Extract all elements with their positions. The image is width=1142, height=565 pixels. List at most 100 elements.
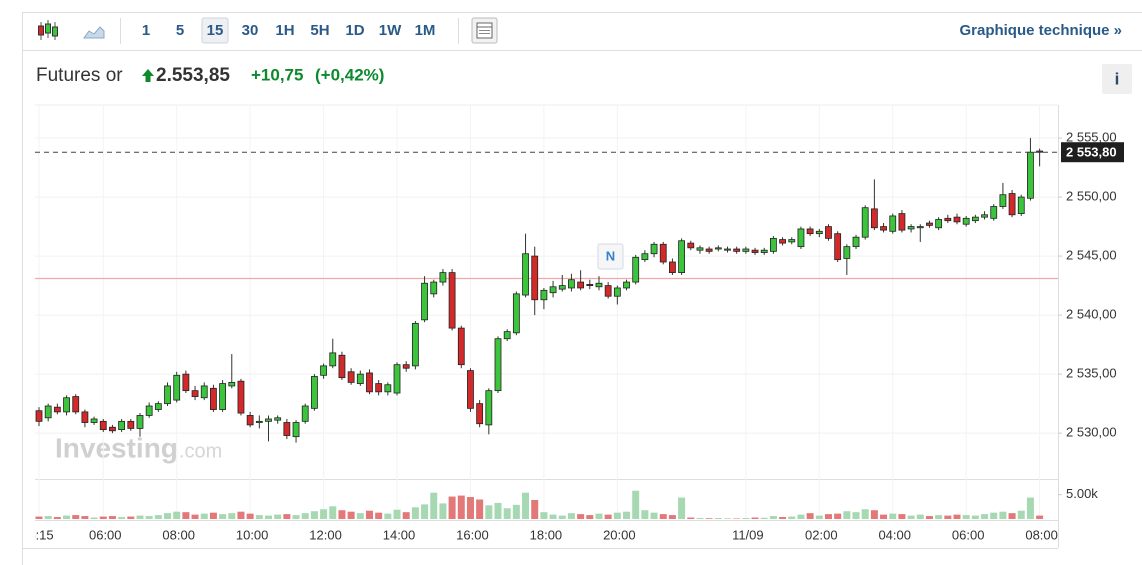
volume-bar bbox=[421, 504, 429, 519]
interval-button[interactable]: 1 bbox=[142, 22, 150, 39]
volume-bar bbox=[393, 509, 401, 519]
y-tick-label: 2 535,00 bbox=[1066, 366, 1117, 381]
table-button[interactable] bbox=[471, 17, 498, 44]
candle-body bbox=[742, 248, 750, 252]
volume-bar bbox=[320, 509, 328, 519]
volume-bar bbox=[843, 511, 851, 519]
volume-bar bbox=[329, 506, 337, 519]
volume-bar bbox=[623, 511, 631, 519]
technical-chart-link[interactable]: Graphique technique » bbox=[959, 22, 1122, 39]
volume-bar bbox=[567, 513, 575, 519]
axes: 2 530,00 2 535,00 2 540,00 2 545,00 2 550,00… bbox=[28, 129, 1124, 542]
volume-bar bbox=[274, 514, 282, 519]
candle-body bbox=[935, 219, 943, 229]
volume-bar bbox=[962, 515, 970, 519]
interval-label: 1D bbox=[345, 22, 364, 39]
candle-body bbox=[916, 226, 924, 229]
volume-bar bbox=[338, 510, 346, 519]
candle-body bbox=[788, 239, 796, 243]
candle-body bbox=[797, 228, 805, 248]
interval-label: 1 bbox=[142, 22, 150, 39]
plot: Investing .com N bbox=[35, 105, 1058, 519]
interval-button[interactable]: 1D bbox=[345, 22, 364, 39]
candle-body bbox=[770, 237, 777, 252]
volume-bar bbox=[907, 515, 915, 519]
volume-bar bbox=[466, 497, 474, 519]
candle-body bbox=[669, 261, 676, 274]
volume-bar bbox=[246, 513, 254, 519]
volume-bar bbox=[265, 515, 272, 519]
candle-body bbox=[852, 236, 860, 248]
candle-body bbox=[118, 420, 126, 431]
volume-bar bbox=[925, 516, 933, 519]
candle-body bbox=[1027, 151, 1034, 199]
candle-body bbox=[696, 247, 704, 251]
volume-bar bbox=[200, 513, 208, 519]
candle-body bbox=[310, 376, 318, 409]
candle-body bbox=[990, 206, 998, 219]
volume-bar bbox=[219, 514, 227, 519]
news-marker-label: N bbox=[606, 248, 615, 263]
volume-bar bbox=[981, 514, 989, 519]
volume-bar bbox=[549, 514, 557, 519]
volume-bar bbox=[604, 514, 612, 519]
interval-label: 1W bbox=[379, 22, 402, 39]
news-marker-box bbox=[597, 243, 624, 270]
news-marker[interactable]: N bbox=[597, 243, 624, 270]
volume-bar bbox=[999, 511, 1007, 519]
volume-bar bbox=[127, 516, 135, 519]
up-arrow bbox=[142, 69, 154, 82]
candle-body bbox=[72, 396, 80, 413]
candle-body bbox=[210, 387, 217, 410]
candle-body bbox=[659, 243, 667, 263]
interval-button[interactable]: 1W bbox=[379, 22, 402, 39]
interval-buttons: 1 5 15 30 1H 5H 1D 1W 1M bbox=[142, 17, 436, 44]
volume-bar bbox=[485, 505, 493, 519]
candle-body bbox=[613, 287, 621, 297]
candle-body bbox=[219, 383, 227, 410]
x-tick-label: 4:15 bbox=[28, 527, 53, 542]
volume-bar bbox=[1036, 515, 1044, 519]
volume-bar bbox=[613, 512, 621, 519]
candle-body bbox=[898, 213, 906, 231]
volume-bar bbox=[430, 492, 438, 519]
volume-bar bbox=[898, 514, 906, 519]
interval-button[interactable]: 1H bbox=[275, 22, 294, 39]
volume-bar bbox=[99, 516, 107, 519]
area-chart-button[interactable] bbox=[83, 26, 105, 39]
candle-body bbox=[154, 403, 162, 410]
candle-body bbox=[733, 248, 741, 252]
candle-body bbox=[109, 426, 116, 432]
candle-body bbox=[430, 281, 438, 295]
x-tick-label: 06:00 bbox=[89, 527, 122, 542]
candle-body bbox=[375, 383, 383, 393]
volume-bar bbox=[365, 510, 373, 519]
volume-bar bbox=[375, 512, 383, 519]
volume-bar bbox=[494, 502, 502, 519]
interval-button[interactable]: 15 bbox=[201, 17, 229, 44]
volume-bar bbox=[668, 515, 676, 519]
volume-bar bbox=[870, 510, 878, 519]
volume-bar bbox=[81, 516, 89, 519]
interval-button[interactable]: 5H bbox=[310, 22, 329, 39]
interval-button[interactable]: 1M bbox=[415, 22, 436, 39]
info-button[interactable]: i bbox=[1102, 64, 1132, 94]
candle-body bbox=[237, 380, 245, 414]
volume-bar bbox=[971, 515, 979, 519]
candle-body bbox=[678, 240, 685, 274]
volume-bar bbox=[53, 517, 61, 519]
volume-bar bbox=[714, 518, 722, 519]
interval-label: 5 bbox=[176, 22, 184, 39]
volume-bar bbox=[815, 515, 823, 519]
x-tick-label: 11/09 bbox=[732, 527, 764, 542]
volume-bar bbox=[63, 515, 71, 519]
interval-button[interactable]: 30 bbox=[242, 22, 259, 39]
volume-bar bbox=[632, 490, 640, 519]
candle-body bbox=[411, 322, 419, 367]
volume-bar bbox=[182, 512, 190, 519]
candlestick-button[interactable] bbox=[34, 18, 62, 44]
volume-bar bbox=[173, 511, 181, 519]
candle-body bbox=[53, 406, 61, 413]
interval-button[interactable]: 5 bbox=[176, 22, 184, 39]
volume-bar bbox=[457, 495, 465, 519]
